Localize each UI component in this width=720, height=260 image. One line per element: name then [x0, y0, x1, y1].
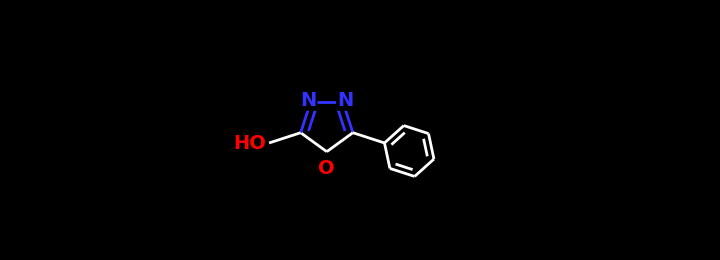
- Text: N: N: [337, 91, 354, 110]
- Text: N: N: [300, 91, 317, 110]
- Text: O: O: [318, 159, 335, 178]
- Text: HO: HO: [233, 134, 266, 153]
